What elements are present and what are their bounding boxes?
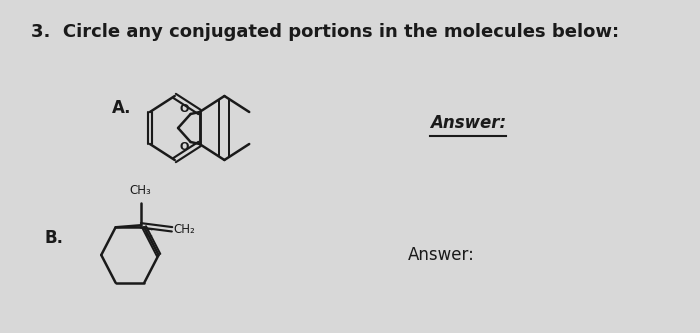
Text: CH₃: CH₃ <box>130 184 152 197</box>
Text: A.: A. <box>112 99 132 117</box>
Text: CH₂: CH₂ <box>174 223 195 236</box>
Text: 3.  Circle any conjugated portions in the molecules below:: 3. Circle any conjugated portions in the… <box>32 23 620 41</box>
Text: O: O <box>180 142 189 152</box>
Text: C: C <box>144 229 152 239</box>
Text: Answer:: Answer: <box>407 246 475 264</box>
Text: Answer:: Answer: <box>430 114 506 132</box>
Text: B.: B. <box>45 229 64 247</box>
Text: O: O <box>180 104 189 114</box>
